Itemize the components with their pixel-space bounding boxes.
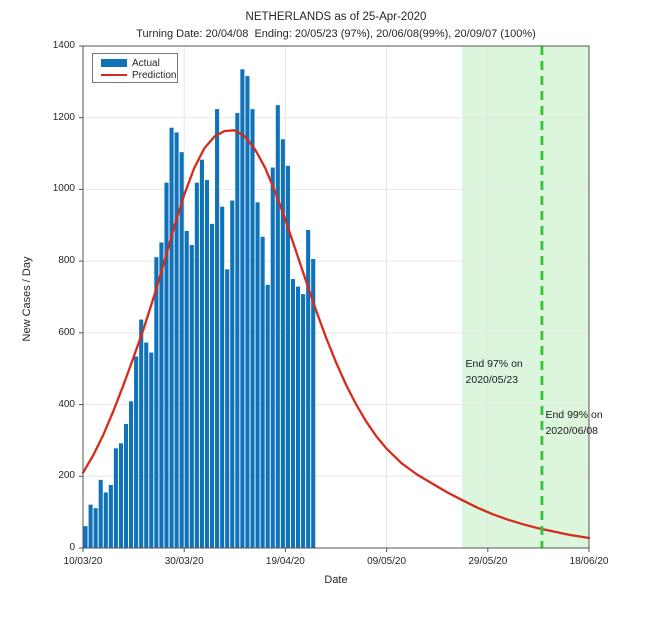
axes-box (82, 45, 590, 549)
x-tick-label: 19/04/20 (265, 556, 305, 567)
actual-bar (280, 139, 285, 549)
chart-subtitle: Turning Date: 20/04/08 Ending: 20/05/23 … (136, 28, 536, 40)
actual-bar (209, 223, 215, 548)
actual-bar (194, 182, 199, 548)
legend-item-prediction: Prediction (101, 69, 177, 81)
actual-bar (285, 165, 290, 548)
actual-bar (204, 180, 210, 549)
actual-bar (93, 508, 98, 548)
y-tick-label: 400 (58, 398, 75, 410)
actual-bar (103, 492, 108, 548)
actual-bar (265, 284, 270, 548)
actual-bar (108, 484, 113, 548)
actual-bar (220, 206, 225, 548)
y-tick-label: 1400 (52, 40, 75, 51)
actual-bar (235, 113, 240, 549)
legend-prediction-label: Prediction (132, 69, 177, 81)
y-tick-label: 0 (69, 542, 75, 553)
actual-bar (113, 448, 118, 548)
y-tick-label: 800 (58, 255, 75, 267)
legend: Actual Prediction (92, 53, 178, 83)
prediction-curve (81, 129, 591, 540)
x-tick-label: 29/05/20 (468, 556, 508, 567)
actual-bar (88, 504, 93, 548)
actual-bar (290, 279, 296, 548)
actual-bar (98, 479, 103, 548)
actual-bar (164, 182, 169, 548)
actual-bar (174, 132, 179, 549)
legend-item-actual: Actual (101, 57, 177, 69)
actual-bar (139, 319, 144, 548)
actual-bar (134, 356, 139, 548)
y-tick-label: 600 (58, 326, 75, 338)
actual-bar (118, 443, 123, 548)
actual-bar (169, 127, 174, 548)
end-region-shading (461, 46, 589, 548)
annotation-end-97: End 97% on 2020/05/23 (465, 358, 523, 387)
y-tick-label: 200 (58, 470, 75, 482)
actual-bar (270, 167, 275, 548)
x-tick-label: 10/03/20 (63, 556, 103, 567)
actual-bar (301, 294, 306, 548)
actual-bar (306, 229, 311, 548)
actual-bar (311, 258, 316, 548)
actual-bar (189, 245, 194, 548)
actual-bar (154, 257, 159, 548)
actual-bar (199, 159, 204, 549)
actual-bar (275, 105, 280, 548)
actual-bar (255, 202, 260, 548)
legend-prediction-swatch (101, 73, 127, 77)
actual-bar (215, 109, 220, 549)
x-tick-label: 30/03/20 (164, 556, 204, 567)
actual-bar (149, 352, 154, 548)
y-tick-label: 1000 (52, 183, 75, 195)
actual-bar (230, 200, 235, 549)
actual-bar (159, 242, 164, 548)
x-axis-label: Date (324, 574, 348, 586)
actual-bar (260, 236, 265, 548)
legend-actual-swatch (101, 59, 127, 67)
actual-bar (123, 423, 129, 548)
actual-bar (240, 69, 245, 548)
y-tick-label: 1200 (52, 111, 75, 123)
actual-bar (250, 109, 255, 549)
chart-title: NETHERLANDS as of 25-Apr-2020 (245, 11, 427, 23)
legend-actual-label: Actual (132, 57, 160, 69)
annotation-end-99: End 99% on 2020/06/08 (545, 408, 603, 437)
actual-bar (179, 152, 184, 548)
actual-bar (296, 286, 301, 548)
x-tick-label: 18/06/20 (569, 556, 609, 567)
x-tick-label: 09/05/20 (367, 556, 407, 567)
actual-bar (129, 401, 134, 548)
actual-bar (184, 231, 189, 548)
actual-bar (83, 526, 88, 548)
actual-bar (144, 342, 149, 548)
actual-bar (225, 269, 230, 548)
actual-bar (245, 76, 250, 549)
